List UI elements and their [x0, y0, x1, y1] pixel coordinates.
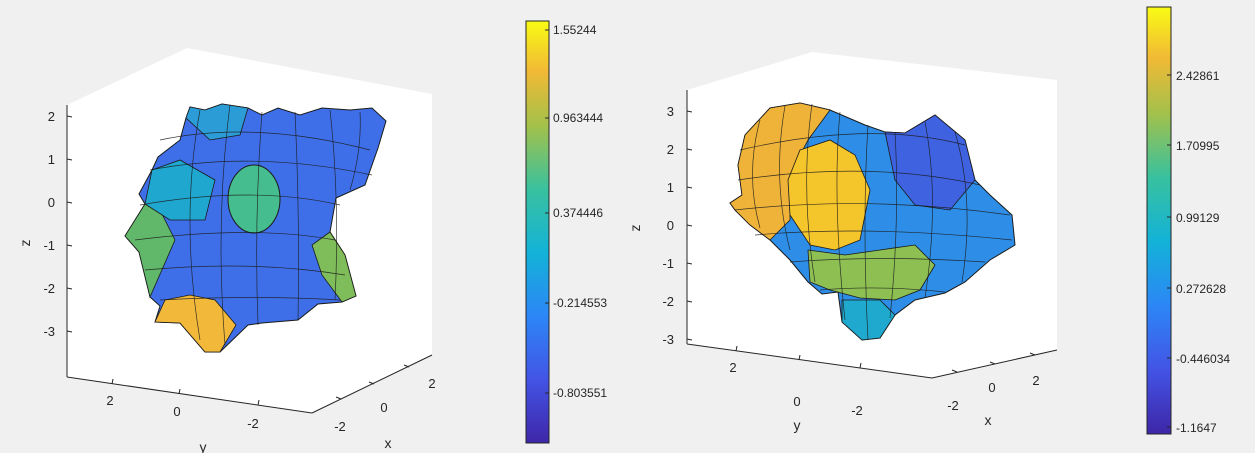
colorbar-2-tick: 2.42861 [1176, 69, 1220, 83]
colorbar-2-bar [1146, 6, 1172, 435]
plot-2-z-tick-labels: 3 2 1 0 -1 -2 -3 [662, 104, 674, 347]
colorbar-2-tick: 1.70995 [1176, 139, 1220, 153]
plot-2-y-tick: 0 [793, 394, 800, 409]
colorbar-1-tick: -0.803551 [553, 386, 607, 400]
plot-2-x-tick: -2 [947, 398, 959, 413]
plot-1-y-tick: 2 [106, 393, 113, 408]
plot-1-x-tick-labels: -2 0 2 [334, 376, 435, 434]
colorbar-1-tick: -0.214553 [553, 296, 607, 310]
plot-1-patch-center [227, 164, 281, 234]
plot-2-z-tick: 0 [667, 218, 674, 233]
plot-2-patch-cyan [841, 299, 896, 341]
plot-1-z-tick: -2 [43, 281, 55, 296]
plot-2: 3 2 1 0 -1 -2 -3 2 0 -2 -2 0 2 z y x [627, 52, 1058, 433]
plot-1-x-tick: 2 [428, 376, 435, 391]
plot-1-axes [66, 105, 433, 414]
plot-1: 2 1 0 -1 -2 -3 2 0 -2 -2 0 2 z y x [17, 48, 436, 453]
plot-2-z-tick: 2 [667, 142, 674, 157]
plot-1-z-tick: 1 [48, 152, 55, 167]
plot-1-y-tick-labels: 2 0 -2 [106, 393, 258, 431]
plot-1-z-tick: -3 [43, 324, 55, 339]
plot-1-y-tick: 0 [173, 404, 180, 419]
colorbar-2-tick: 0.99129 [1176, 211, 1220, 225]
plot-1-x-tick: -2 [334, 419, 346, 434]
colorbar-1-tick: 1.55244 [553, 23, 597, 37]
plot-2-x-tick-labels: -2 0 2 [947, 373, 1039, 413]
plot-2-y-tick: 2 [729, 360, 736, 375]
plot-2-y-tick: -2 [851, 403, 863, 418]
plot-1-x-label: x [385, 435, 392, 451]
plot-1-patch-right [311, 231, 357, 303]
plot-1-mesh [134, 104, 373, 346]
plot-2-z-tick: -2 [662, 294, 674, 309]
plot-1-patch-yellow [154, 294, 237, 353]
colorbar-2: 2.42861 1.70995 0.99129 0.272628 -0.4460… [1146, 6, 1230, 435]
colorbar-1-tick: 0.963444 [553, 111, 603, 125]
plot-2-z-tick: 3 [667, 104, 674, 119]
colorbar-1-bar [525, 20, 550, 444]
colorbar-2-tick: -1.1647 [1176, 421, 1217, 435]
plot-1-z-tick: -1 [43, 238, 55, 253]
plot-2-z-label: z [627, 225, 643, 232]
plot-1-y-tick: -2 [247, 416, 259, 431]
plot-1-y-label: y [200, 439, 207, 453]
plot-2-patch-yellow-center [787, 139, 871, 251]
plot-1-z-label: z [17, 240, 33, 247]
colorbar-1: 1.55244 0.963444 0.374446 -0.214553 -0.8… [525, 20, 607, 444]
plot-1-patch-top [185, 103, 249, 141]
plot-1-z-tick-labels: 2 1 0 -1 -2 -3 [43, 109, 55, 339]
plot-2-y-label: y [794, 417, 801, 433]
plot-2-z-tick: 1 [667, 180, 674, 195]
plot-2-patch-blue-right [884, 114, 976, 211]
plot-2-x-label: x [985, 412, 992, 428]
plot-2-z-tick: -1 [662, 256, 674, 271]
plot-1-x-tick: 0 [380, 400, 387, 415]
plot-2-x-tick: 0 [988, 380, 995, 395]
colorbar-1-tick: 0.374446 [553, 206, 603, 220]
plot-2-z-tick: -3 [662, 332, 674, 347]
plot-2-x-tick: 2 [1032, 373, 1039, 388]
plot-1-z-tick: 2 [48, 109, 55, 124]
colorbar-2-tick: 0.272628 [1176, 282, 1226, 296]
plot-2-surface [729, 102, 1016, 341]
plot-2-axes [686, 90, 1058, 379]
plot-2-y-tick-labels: 2 0 -2 [729, 360, 862, 418]
plot-2-mesh [734, 103, 1013, 341]
plot-1-surface [124, 103, 387, 353]
plot-1-z-tick: 0 [48, 195, 55, 210]
colorbar-2-tick: -0.446034 [1176, 352, 1230, 366]
